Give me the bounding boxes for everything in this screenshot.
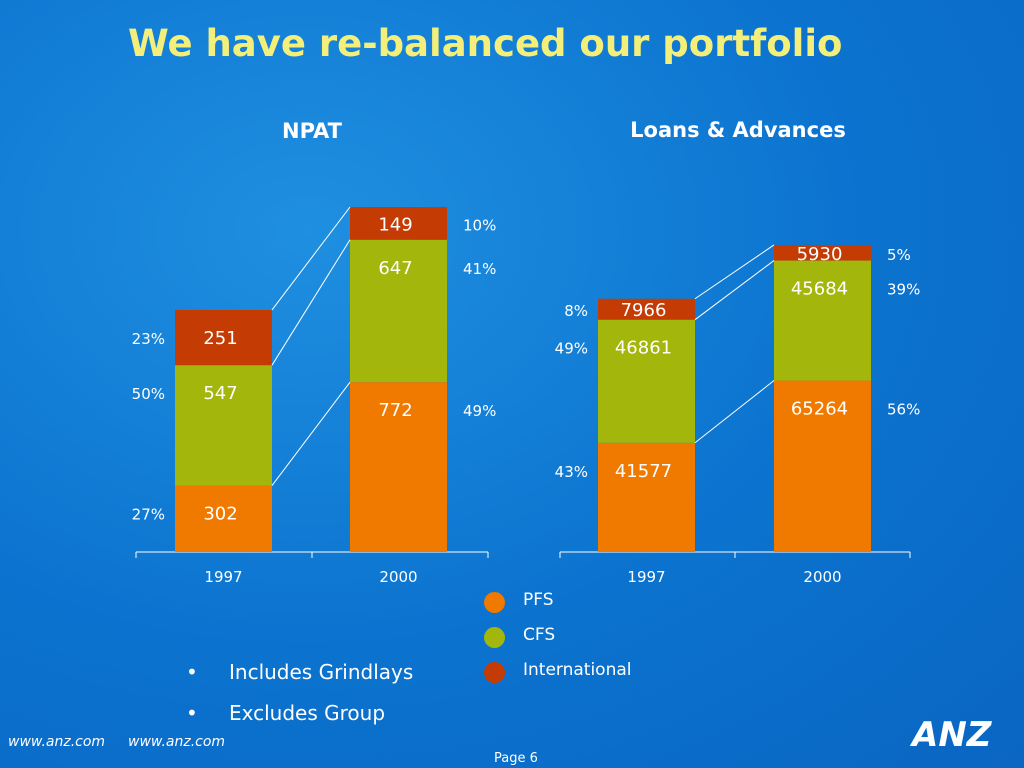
chart-title: Loans & Advances <box>630 118 846 142</box>
anz-logo-icon: ANZ <box>909 715 993 752</box>
connector-line <box>694 260 775 321</box>
data-label: 251 <box>203 328 237 349</box>
data-label: 46861 <box>615 338 672 359</box>
bar-segment <box>350 382 447 552</box>
data-label: 41577 <box>615 461 672 482</box>
bar-segment <box>350 239 447 383</box>
note-text: Excludes Group <box>229 701 386 725</box>
percent-label: 49% <box>463 402 496 420</box>
connector-line <box>271 381 351 486</box>
percent-label: 5% <box>887 246 911 264</box>
category-label: 1997 <box>204 568 242 586</box>
percent-label: 41% <box>463 260 496 278</box>
note-text: Includes Grindlays <box>229 660 414 684</box>
bar-segment <box>774 260 871 381</box>
data-label: 149 <box>378 214 412 235</box>
data-label: 647 <box>378 258 412 279</box>
logo-text: ANZ <box>909 715 993 752</box>
legend-label-pfs: PFS <box>523 590 554 610</box>
percent-label: 49% <box>555 340 588 358</box>
connector-line <box>271 239 351 366</box>
percent-label: 39% <box>887 281 920 299</box>
data-label: 302 <box>203 504 237 525</box>
bar-segment <box>175 365 272 486</box>
bar-segment <box>598 442 695 552</box>
bar-segment <box>774 380 871 552</box>
percent-label: 56% <box>887 401 920 419</box>
data-label: 7966 <box>621 300 667 321</box>
bar-segment <box>175 485 272 552</box>
footer-link-1[interactable]: www.anz.com <box>8 734 106 750</box>
data-label: 5930 <box>797 244 843 265</box>
bullet-icon: • <box>186 701 198 725</box>
bullet-icon: • <box>186 660 198 684</box>
bar-segment <box>774 244 871 261</box>
percent-label: 10% <box>463 216 496 234</box>
bar-segment <box>598 319 695 443</box>
bar-segment <box>350 207 447 240</box>
legend-dot-cfs <box>484 627 505 648</box>
bar-segment <box>598 298 695 320</box>
percent-label: 8% <box>564 302 588 320</box>
legend-dot-international <box>484 662 505 683</box>
percent-label: 43% <box>555 463 588 481</box>
connector-line <box>271 206 351 311</box>
data-label: 547 <box>203 383 237 404</box>
connector-line <box>694 380 775 444</box>
bar-segment <box>175 309 272 366</box>
legend-dot-pfs <box>484 592 505 613</box>
category-label: 2000 <box>379 568 417 586</box>
data-label: 772 <box>378 400 412 421</box>
legend-label-international: International <box>523 660 632 680</box>
data-label: 65264 <box>791 399 848 420</box>
percent-label: 50% <box>132 385 165 403</box>
chart-title: NPAT <box>282 119 343 143</box>
connector-line <box>694 244 775 300</box>
footer-link-2[interactable]: www.anz.com <box>128 734 226 750</box>
category-label: 1997 <box>627 568 665 586</box>
legend-label-cfs: CFS <box>523 625 556 645</box>
category-label: 2000 <box>803 568 841 586</box>
data-label: 45684 <box>791 279 848 300</box>
slide-title: We have re-balanced our portfolio <box>128 22 843 65</box>
percent-label: 27% <box>132 506 165 524</box>
percent-label: 23% <box>132 330 165 348</box>
page-number: Page 6 <box>494 751 538 766</box>
